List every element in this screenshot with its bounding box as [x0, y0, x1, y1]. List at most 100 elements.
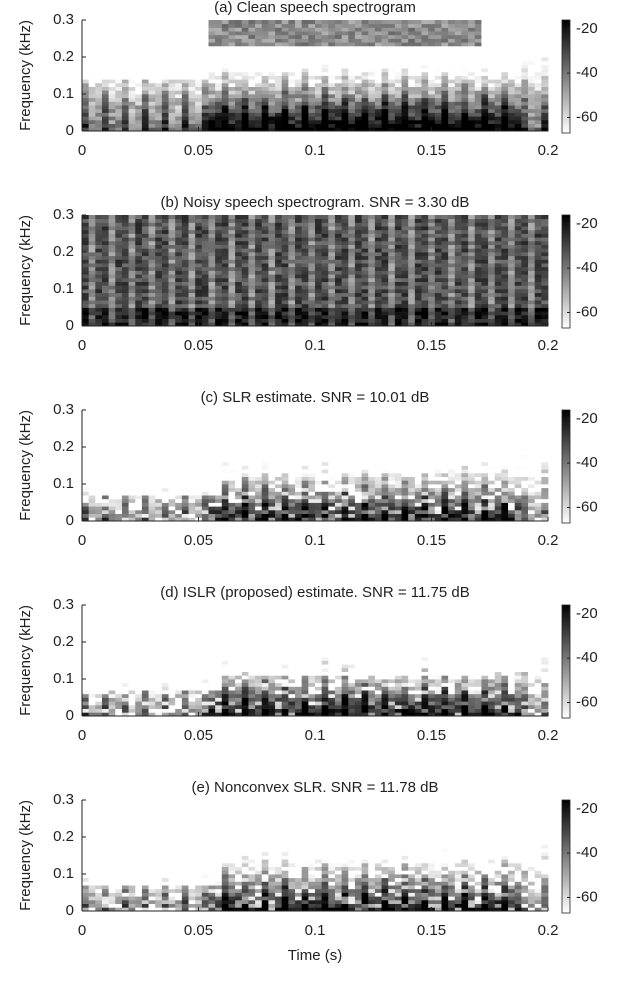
spectrogram-cell — [302, 124, 309, 128]
spectrogram-cell — [142, 274, 149, 278]
spectrogram-cell — [155, 234, 162, 238]
spectrogram-cell — [402, 76, 409, 80]
spectrogram-cell — [115, 79, 122, 83]
spectrogram-cell — [169, 514, 176, 518]
spectrogram-cell — [342, 83, 349, 87]
spectrogram-cell — [495, 245, 502, 249]
spectrogram-cell — [162, 68, 169, 72]
spectrogram-cell — [268, 46, 275, 50]
spectrogram-cell — [162, 31, 169, 35]
spectrogram-cell — [282, 72, 289, 76]
spectrogram-cell — [528, 256, 535, 260]
spectrogram-cell — [162, 241, 169, 245]
spectrogram-cell — [135, 436, 142, 440]
spectrogram-cell — [481, 300, 488, 304]
spectrogram-cell — [169, 491, 176, 495]
spectrogram-cell — [282, 27, 289, 31]
spectrogram-cell — [282, 109, 289, 113]
spectrogram-cell — [82, 237, 89, 241]
spectrogram-cell — [235, 24, 242, 28]
spectrogram-cell — [215, 46, 222, 50]
spectrogram-cell — [535, 94, 542, 98]
spectrogram-cell — [308, 105, 315, 109]
spectrogram-cell — [535, 234, 542, 238]
spectrogram-cell — [275, 35, 282, 39]
spectrogram-cell — [302, 98, 309, 102]
spectrogram-cell — [195, 113, 202, 117]
spectrogram-cell — [521, 124, 528, 128]
spectrogram-cell — [228, 72, 235, 76]
spectrogram-cell — [149, 488, 156, 492]
spectrogram-cell — [189, 410, 196, 414]
spectrogram-cell — [242, 308, 249, 312]
spectrogram-cell — [135, 27, 142, 31]
spectrogram-cell — [468, 300, 475, 304]
spectrogram-cell — [242, 31, 249, 35]
spectrogram-cell — [175, 469, 182, 473]
spectrogram-cell — [508, 27, 515, 31]
spectrogram-cell — [535, 64, 542, 68]
spectrogram-cell — [441, 94, 448, 98]
spectrogram-cell — [315, 61, 322, 65]
spectrogram-cell — [182, 454, 189, 458]
spectrogram-cell — [109, 222, 116, 226]
spectrogram-cell — [109, 311, 116, 315]
spectrogram-cell — [175, 27, 182, 31]
spectrogram-cell — [222, 304, 229, 308]
spectrogram-cell — [242, 506, 249, 510]
spectrogram-cell — [375, 271, 382, 275]
spectrogram-cell — [102, 31, 109, 35]
spectrogram-cell — [142, 432, 149, 436]
spectrogram-cell — [242, 120, 249, 124]
spectrogram-cell — [169, 24, 176, 28]
spectrogram-cell — [228, 230, 235, 234]
spectrogram-cell — [441, 57, 448, 61]
spectrogram-cell — [135, 50, 142, 54]
spectrogram-cell — [402, 248, 409, 252]
spectrogram-cell — [422, 304, 429, 308]
spectrogram-cell — [382, 105, 389, 109]
spectrogram-cell — [382, 222, 389, 226]
spectrogram-cell — [488, 296, 495, 300]
spectrogram-cell — [115, 296, 122, 300]
spectrogram-cell — [215, 31, 222, 35]
spectrogram-cell — [109, 53, 116, 57]
spectrogram-cell — [501, 230, 508, 234]
spectrogram-cell — [455, 234, 462, 238]
spectrogram-cell — [95, 458, 102, 462]
spectrogram-cell — [195, 230, 202, 234]
spectrogram-cell — [268, 315, 275, 319]
spectrogram-cell — [475, 252, 482, 256]
spectrogram-cell — [315, 285, 322, 289]
spectrogram-cell — [328, 76, 335, 80]
spectrogram-cell — [375, 234, 382, 238]
spectrogram-cell — [282, 234, 289, 238]
spectrogram-cell — [455, 278, 462, 282]
spectrogram-cell — [428, 234, 435, 238]
spectrogram-cell — [162, 503, 169, 507]
spectrogram-cell — [308, 308, 315, 312]
spectrogram-cell — [441, 241, 448, 245]
spectrogram-cell — [149, 263, 156, 267]
spectrogram-cell — [95, 245, 102, 249]
spectrogram-cell — [408, 263, 415, 267]
spectrogram-cell — [82, 24, 89, 28]
spectrogram-cell — [355, 278, 362, 282]
spectrogram-cell — [448, 308, 455, 312]
spectrogram-cell — [328, 234, 335, 238]
spectrogram-cell — [215, 503, 222, 507]
spectrogram-cell — [368, 215, 375, 219]
spectrogram-cell — [455, 53, 462, 57]
spectrogram-cell — [89, 304, 96, 308]
spectrogram-cell — [228, 215, 235, 219]
spectrogram-cell — [481, 219, 488, 223]
spectrogram-cell — [461, 278, 468, 282]
spectrogram-cell — [135, 76, 142, 80]
spectrogram-cell — [308, 27, 315, 31]
spectrogram-cell — [288, 226, 295, 230]
spectrogram-cell — [448, 319, 455, 323]
spectrogram-cell — [295, 271, 302, 275]
spectrogram-cell — [189, 308, 196, 312]
spectrogram-cell — [175, 480, 182, 484]
spectrogram-cell — [202, 429, 209, 433]
